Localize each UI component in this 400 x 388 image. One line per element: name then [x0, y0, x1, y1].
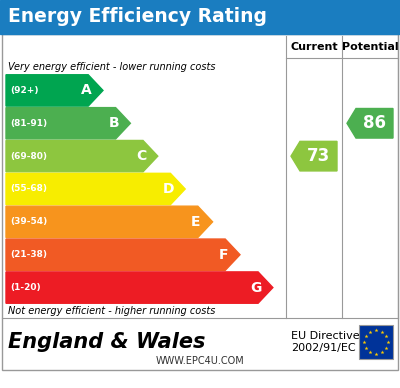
Text: (55-68): (55-68) — [10, 185, 47, 194]
Polygon shape — [347, 109, 393, 138]
Text: (21-38): (21-38) — [10, 250, 47, 259]
Text: (39-54): (39-54) — [10, 217, 47, 226]
Text: E: E — [191, 215, 200, 229]
Polygon shape — [291, 141, 337, 171]
Polygon shape — [6, 140, 158, 172]
Text: D: D — [163, 182, 174, 196]
Polygon shape — [6, 107, 130, 139]
Text: Not energy efficient - higher running costs: Not energy efficient - higher running co… — [8, 306, 215, 316]
Polygon shape — [6, 75, 103, 106]
Text: 73: 73 — [306, 147, 330, 165]
Text: F: F — [218, 248, 228, 262]
Text: Very energy efficient - lower running costs: Very energy efficient - lower running co… — [8, 62, 216, 72]
Text: A: A — [81, 83, 92, 97]
Text: G: G — [250, 281, 262, 294]
Polygon shape — [6, 173, 185, 205]
Bar — [2, 34, 398, 370]
Text: (69-80): (69-80) — [10, 152, 47, 161]
Polygon shape — [6, 206, 212, 237]
Text: England & Wales: England & Wales — [8, 332, 205, 352]
Text: (1-20): (1-20) — [10, 283, 41, 292]
Text: B: B — [108, 116, 119, 130]
Text: WWW.EPC4U.COM: WWW.EPC4U.COM — [156, 356, 244, 366]
Text: Potential: Potential — [342, 42, 398, 52]
Text: 86: 86 — [362, 114, 386, 132]
Bar — [0, 0, 400, 34]
Text: (92+): (92+) — [10, 86, 38, 95]
Bar — [359, 325, 393, 359]
Text: (81-91): (81-91) — [10, 119, 47, 128]
Polygon shape — [6, 272, 273, 303]
Text: C: C — [136, 149, 146, 163]
Text: 2002/91/EC: 2002/91/EC — [291, 343, 356, 353]
Polygon shape — [6, 239, 240, 270]
Text: Energy Efficiency Rating: Energy Efficiency Rating — [8, 7, 267, 26]
Text: Current: Current — [290, 42, 338, 52]
Text: EU Directive: EU Directive — [291, 331, 360, 341]
